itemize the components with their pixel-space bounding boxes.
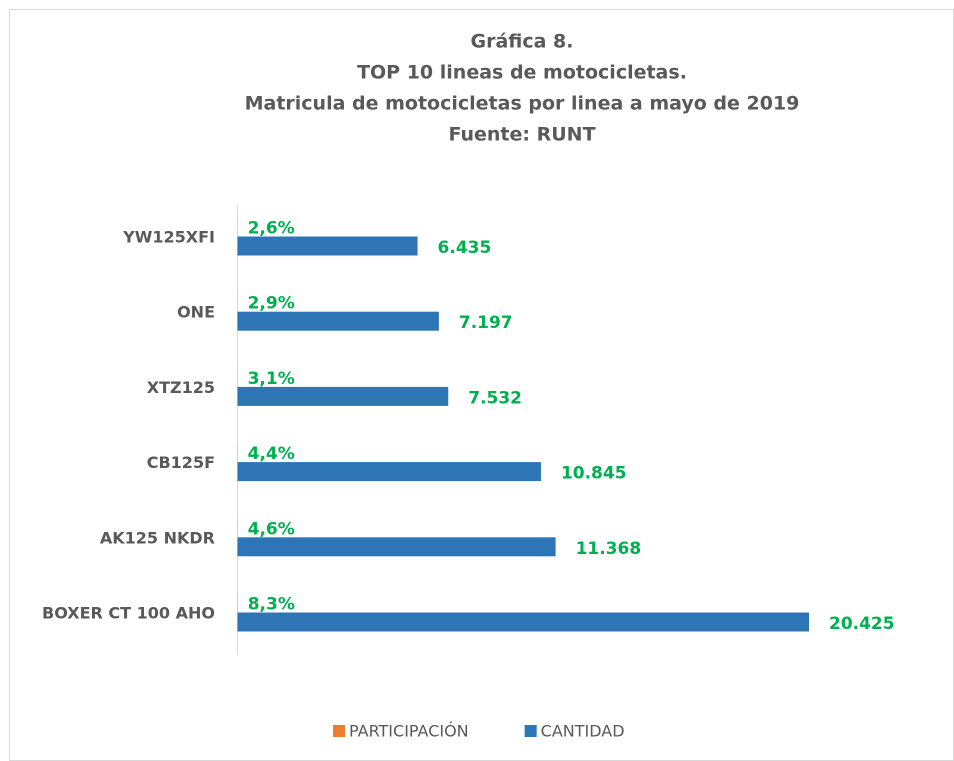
y-tick-label: CB125F xyxy=(147,453,215,472)
chart-title: Matricula de motocicletas por linea a ma… xyxy=(245,93,800,115)
bar xyxy=(237,612,809,632)
data-label: 20.425 xyxy=(829,614,895,634)
data-label: 7.197 xyxy=(459,313,513,333)
data-label: 8,3% xyxy=(248,595,295,615)
chart-border xyxy=(9,9,954,761)
legend-label: PARTICIPACIÓN xyxy=(349,722,469,741)
data-label: 7.532 xyxy=(468,388,522,408)
data-label: 2,6% xyxy=(248,219,295,239)
data-label: 11.368 xyxy=(576,539,642,559)
y-tick-label: ONE xyxy=(177,303,215,322)
y-tick-label: XTZ125 xyxy=(147,378,215,397)
chart-title: TOP 10 lineas de motocicletas. xyxy=(357,62,687,84)
data-label: 4,4% xyxy=(248,444,295,464)
legend-label: CANTIDAD xyxy=(541,722,625,741)
data-label: 4,6% xyxy=(248,519,295,539)
bar xyxy=(237,462,541,482)
data-label: 10.845 xyxy=(561,464,627,484)
bar xyxy=(237,537,556,557)
y-tick-label: BOXER CT 100 AHO xyxy=(42,604,215,623)
legend-swatch xyxy=(333,725,345,737)
data-label: 3,1% xyxy=(248,369,295,389)
bar xyxy=(237,386,449,406)
bar xyxy=(237,311,439,331)
chart-title: Gráfica 8. xyxy=(470,31,573,53)
data-label: 2,9% xyxy=(248,294,295,314)
y-tick-label: AK125 NKDR xyxy=(100,528,215,547)
bar xyxy=(237,236,418,256)
chart-title: Fuente: RUNT xyxy=(448,124,595,146)
y-tick-label: YW125XFI xyxy=(122,228,215,247)
legend-swatch xyxy=(524,725,537,737)
data-label: 6.435 xyxy=(438,238,492,258)
